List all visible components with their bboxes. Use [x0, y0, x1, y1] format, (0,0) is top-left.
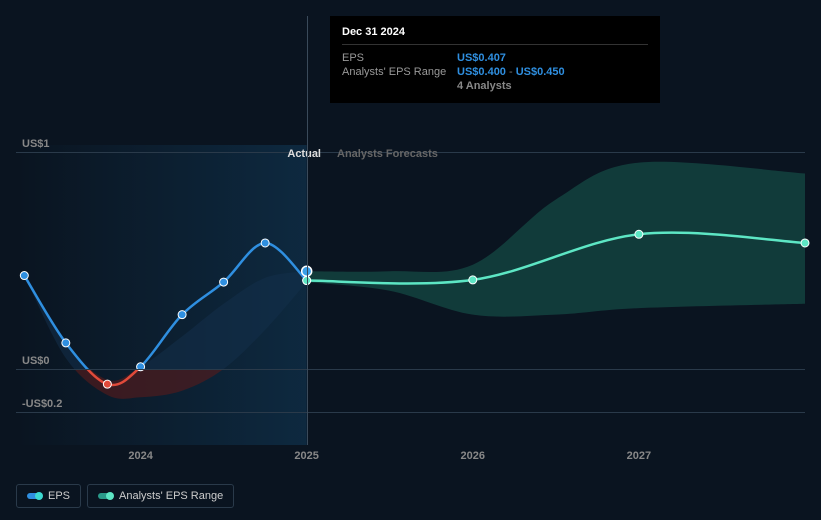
- tooltip-eps-value: US$0.407: [457, 52, 506, 64]
- x-axis-label: 2024: [128, 450, 152, 462]
- y-axis-label: US$1: [22, 138, 50, 150]
- gridline: [16, 369, 805, 370]
- tooltip-eps-label: EPS: [342, 52, 457, 64]
- gridline: [16, 412, 805, 413]
- tooltip-analysts-count: 4 Analysts: [457, 80, 512, 92]
- y-axis-label: -US$0.2: [22, 398, 62, 410]
- actual-forecast-divider: [307, 16, 308, 445]
- legend-item-range[interactable]: Analysts' EPS Range: [87, 484, 234, 508]
- y-axis-label: US$0: [22, 355, 50, 367]
- legend-label-eps: EPS: [48, 490, 70, 502]
- section-label-actual: Actual: [287, 148, 321, 160]
- chart-legend: EPS Analysts' EPS Range: [16, 484, 234, 508]
- tooltip-range-label: Analysts' EPS Range: [342, 66, 457, 78]
- legend-label-range: Analysts' EPS Range: [119, 490, 223, 502]
- chart-tooltip: Dec 31 2024 EPS US$0.407 Analysts' EPS R…: [330, 16, 660, 103]
- legend-swatch-eps: [27, 493, 41, 499]
- x-axis-label: 2026: [461, 450, 485, 462]
- x-axis-label: 2027: [627, 450, 651, 462]
- eps-chart: Dec 31 2024 EPS US$0.407 Analysts' EPS R…: [0, 0, 821, 520]
- section-label-forecast: Analysts Forecasts: [337, 148, 438, 160]
- x-axis-label: 2025: [294, 450, 318, 462]
- tooltip-date: Dec 31 2024: [342, 26, 648, 45]
- legend-swatch-range: [98, 493, 112, 499]
- tooltip-range-value: US$0.400 - US$0.450: [457, 66, 565, 78]
- legend-item-eps[interactable]: EPS: [16, 484, 81, 508]
